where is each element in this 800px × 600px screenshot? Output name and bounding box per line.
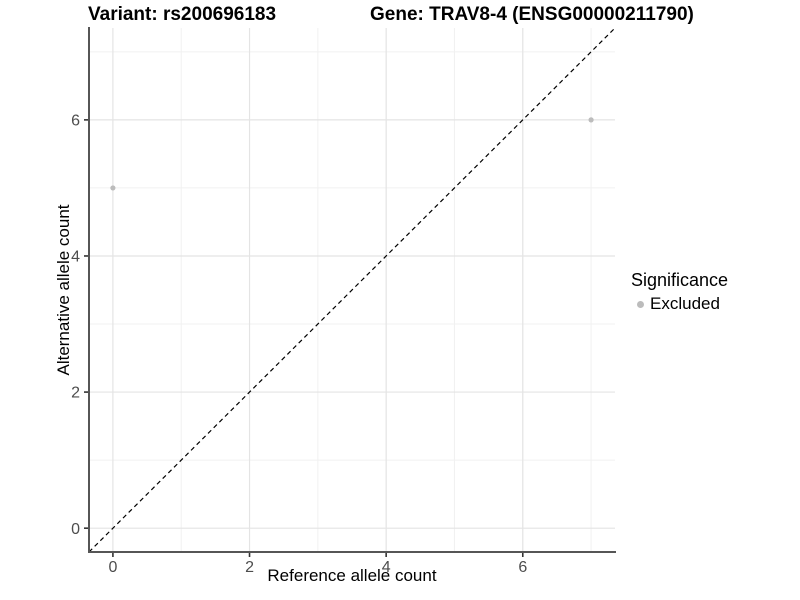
legend-point-icon — [637, 300, 644, 308]
legend-item-excluded: Excluded — [631, 294, 728, 314]
plot-title-variant: Variant: rs200696183 — [88, 4, 277, 25]
legend-title: Significance — [631, 270, 729, 290]
legend-item-label: Excluded — [650, 294, 720, 313]
svg-text:2: 2 — [245, 559, 254, 576]
svg-text:2: 2 — [71, 385, 80, 402]
svg-text:0: 0 — [108, 559, 117, 576]
legend: Significance Excluded — [631, 270, 728, 314]
x-axis-title: Reference allele count — [267, 566, 437, 585]
svg-text:4: 4 — [382, 559, 391, 576]
plot-title-gene: Gene: TRAV8-4 (ENSG00000211790) — [370, 4, 694, 25]
svg-text:4: 4 — [71, 249, 80, 266]
y-axis-title: Alternative allele count — [54, 204, 73, 376]
svg-text:0: 0 — [71, 521, 80, 538]
svg-text:6: 6 — [518, 559, 527, 576]
svg-text:6: 6 — [71, 112, 80, 129]
